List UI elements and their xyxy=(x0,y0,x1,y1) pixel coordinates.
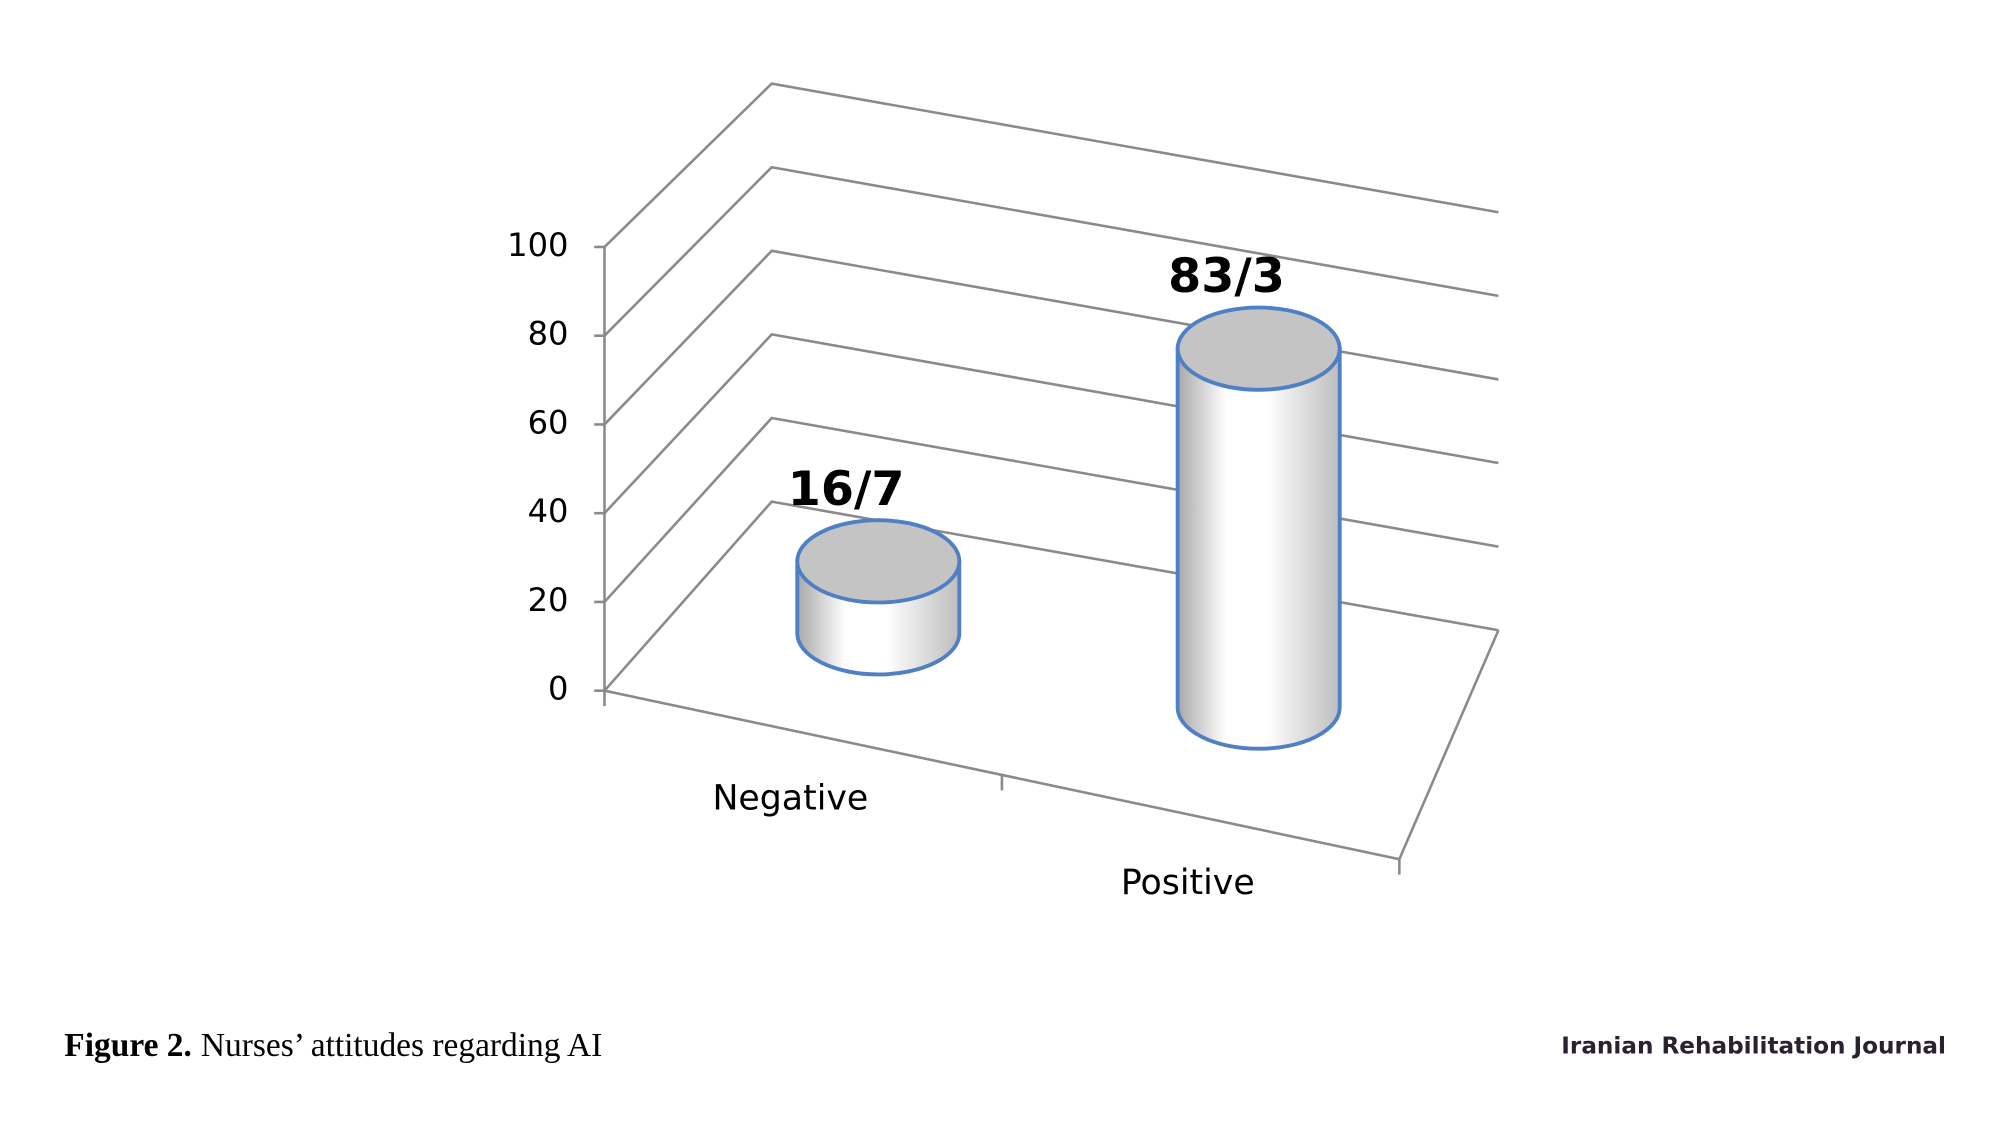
cylinder-body xyxy=(1175,346,1342,751)
grid-line xyxy=(603,165,1499,337)
plot-area: 0 20 40 60 80 100 Negative 16/7 Positive 83/3 xyxy=(507,82,1500,903)
grid-line xyxy=(603,416,1499,603)
y-tick-label: 60 xyxy=(528,403,569,441)
y-tick-label: 20 xyxy=(528,581,569,619)
caption-label: Figure 2. xyxy=(64,1027,192,1064)
floor-edge xyxy=(604,629,1500,861)
grid-line xyxy=(603,500,1499,692)
caption: Figure 2. Nurses’ attitudes regarding AI xyxy=(64,1027,602,1064)
x-tick-label: Positive xyxy=(1121,863,1255,903)
journal-logo: Iranian Rehabilitation Journal xyxy=(1561,1033,1946,1059)
cylinder-top xyxy=(1175,305,1342,392)
value-label: 83/3 xyxy=(1168,249,1285,304)
grid-line xyxy=(603,249,1499,426)
value-label: 16/7 xyxy=(788,462,905,517)
grid-line xyxy=(603,82,1499,248)
grid-line xyxy=(603,333,1499,515)
cylinder-top xyxy=(795,518,962,605)
y-tick-label: 40 xyxy=(528,492,569,530)
x-tick-label: Negative xyxy=(712,779,868,819)
y-tick-label: 80 xyxy=(528,315,569,353)
caption-text: Nurses’ attitudes regarding AI xyxy=(201,1027,602,1064)
y-tick-label: 100 xyxy=(507,226,568,264)
y-tick-label: 0 xyxy=(548,670,568,708)
